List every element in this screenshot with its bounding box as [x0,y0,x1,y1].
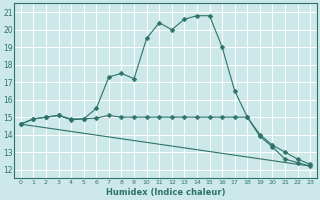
X-axis label: Humidex (Indice chaleur): Humidex (Indice chaleur) [106,188,225,197]
